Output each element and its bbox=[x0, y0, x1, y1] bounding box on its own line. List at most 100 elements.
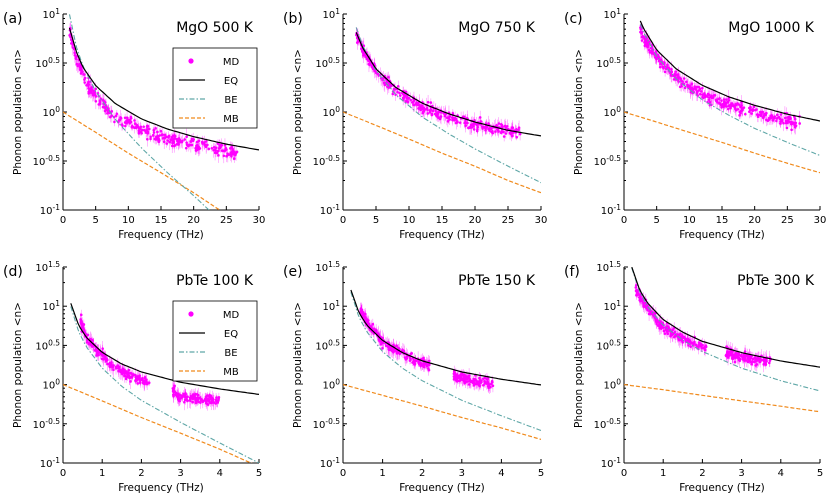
md-point bbox=[176, 395, 180, 398]
md-point bbox=[780, 118, 784, 122]
md-point bbox=[701, 86, 704, 90]
md-point bbox=[685, 80, 688, 84]
md-point bbox=[124, 377, 128, 381]
md-point bbox=[404, 90, 408, 94]
md-point bbox=[374, 329, 378, 333]
md-point bbox=[391, 92, 395, 96]
md-point bbox=[741, 355, 744, 359]
md-point bbox=[472, 377, 475, 381]
md-point bbox=[758, 110, 762, 114]
md-point bbox=[635, 288, 638, 292]
y-tick-label: 100.5 bbox=[315, 56, 340, 70]
md-point bbox=[159, 129, 163, 133]
x-tick-label: 2 bbox=[699, 468, 705, 479]
md-point bbox=[422, 365, 425, 368]
md-point bbox=[94, 87, 97, 91]
md-point bbox=[740, 353, 743, 357]
md-point bbox=[122, 369, 126, 373]
md-point bbox=[220, 143, 224, 147]
md-point bbox=[735, 103, 738, 107]
md-point bbox=[497, 122, 501, 125]
md-point bbox=[168, 140, 171, 144]
md-point bbox=[194, 146, 197, 150]
panel-label: (e) bbox=[283, 264, 303, 280]
md-point bbox=[690, 82, 694, 85]
y-tick-label: 10-1 bbox=[40, 203, 60, 217]
md-point bbox=[395, 350, 399, 354]
x-tick-label: 5 bbox=[256, 468, 262, 479]
md-point bbox=[428, 111, 432, 114]
md-point bbox=[732, 104, 736, 108]
y-axis-label: Phonon population <n> bbox=[292, 49, 304, 175]
md-point bbox=[766, 119, 770, 123]
md-point bbox=[640, 35, 644, 39]
md-point bbox=[478, 379, 482, 383]
plot-area bbox=[63, 14, 259, 210]
md-point bbox=[697, 343, 701, 347]
md-point bbox=[793, 125, 797, 129]
x-tick-label: 2 bbox=[138, 468, 144, 479]
md-point bbox=[425, 362, 428, 366]
md-point bbox=[207, 147, 211, 151]
md-point bbox=[669, 334, 672, 338]
x-axis-label: Frequency (THz) bbox=[399, 229, 485, 241]
md-point bbox=[672, 78, 676, 81]
md-point bbox=[724, 354, 728, 357]
md-point bbox=[748, 110, 751, 114]
md-point bbox=[770, 114, 774, 117]
md-point bbox=[205, 399, 208, 403]
md-point bbox=[462, 375, 466, 379]
y-tick-label: 100 bbox=[42, 105, 60, 119]
x-tick-label: 20 bbox=[469, 215, 482, 226]
md-point bbox=[790, 122, 793, 126]
plot-area bbox=[343, 27, 541, 194]
md-point bbox=[487, 386, 490, 390]
md-point bbox=[750, 112, 753, 115]
y-tick-label: 100.5 bbox=[35, 56, 60, 70]
md-point bbox=[189, 399, 192, 403]
md-point bbox=[747, 358, 751, 362]
mb-series-line bbox=[343, 384, 541, 440]
legend: MD EQ BE MB bbox=[172, 300, 258, 382]
md-point bbox=[152, 128, 156, 132]
md-point bbox=[680, 84, 683, 88]
md-point bbox=[459, 374, 462, 377]
md-point bbox=[172, 393, 176, 396]
md-point bbox=[663, 70, 667, 74]
y-axis-label: Phonon population <n> bbox=[573, 302, 585, 428]
legend-eq-label: EQ bbox=[224, 329, 238, 340]
legend-box bbox=[172, 47, 258, 129]
md-point bbox=[473, 382, 476, 386]
md-point bbox=[412, 100, 415, 103]
md-point bbox=[362, 53, 366, 57]
md-point bbox=[165, 142, 169, 145]
md-point bbox=[415, 101, 418, 104]
y-tick-label: 10-0.5 bbox=[594, 417, 622, 431]
y-tick-label: 10-1 bbox=[40, 456, 60, 470]
md-point bbox=[457, 379, 461, 383]
chart-panel-b: 0 5 10 15 20 25 30 101 100.5 100 10-0.5 10-1 Frequen… bbox=[283, 7, 547, 241]
md-point bbox=[172, 141, 176, 144]
legend-md-marker bbox=[188, 311, 194, 317]
legend-mb-label: MB bbox=[223, 114, 239, 125]
mb-series-line bbox=[624, 111, 820, 174]
chart-panel-e: 0 1 2 3 4 5 101.5 101 100.5 100 10-0.5 10-1 Frequenc… bbox=[283, 260, 544, 494]
md-point bbox=[79, 68, 82, 72]
md-point bbox=[367, 323, 371, 326]
md-point bbox=[731, 355, 734, 359]
md-point bbox=[203, 141, 206, 144]
md-point bbox=[210, 401, 213, 405]
md-point bbox=[140, 131, 143, 135]
md-point bbox=[727, 98, 731, 102]
md-point bbox=[98, 99, 102, 102]
x-tick-label: 30 bbox=[253, 215, 266, 226]
md-point bbox=[426, 100, 430, 104]
eq-series-line bbox=[631, 267, 820, 368]
md-point bbox=[224, 148, 227, 152]
x-tick-label: 0 bbox=[60, 215, 66, 226]
x-tick-label: 30 bbox=[535, 215, 548, 226]
md-point bbox=[681, 341, 684, 344]
md-point bbox=[166, 139, 170, 142]
md-point bbox=[502, 135, 506, 138]
md-point bbox=[371, 322, 375, 326]
